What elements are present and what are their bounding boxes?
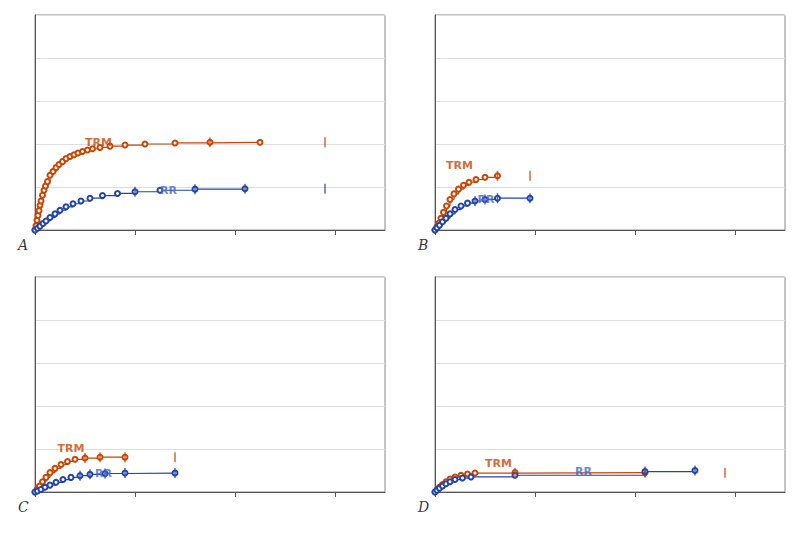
svg-text:TRM: TRM xyxy=(485,457,512,470)
svg-text:A: A xyxy=(16,237,28,253)
svg-text:RR: RR xyxy=(95,467,112,480)
svg-text:TRM: TRM xyxy=(446,159,473,172)
svg-text:RR: RR xyxy=(160,184,177,197)
svg-text:RR: RR xyxy=(478,193,495,206)
svg-text:C: C xyxy=(18,499,29,515)
svg-text:RR: RR xyxy=(575,465,592,478)
svg-text:B: B xyxy=(417,237,428,253)
svg-text:TRM: TRM xyxy=(58,442,85,455)
svg-text:TRM: TRM xyxy=(85,136,112,149)
svg-text:D: D xyxy=(417,499,429,515)
